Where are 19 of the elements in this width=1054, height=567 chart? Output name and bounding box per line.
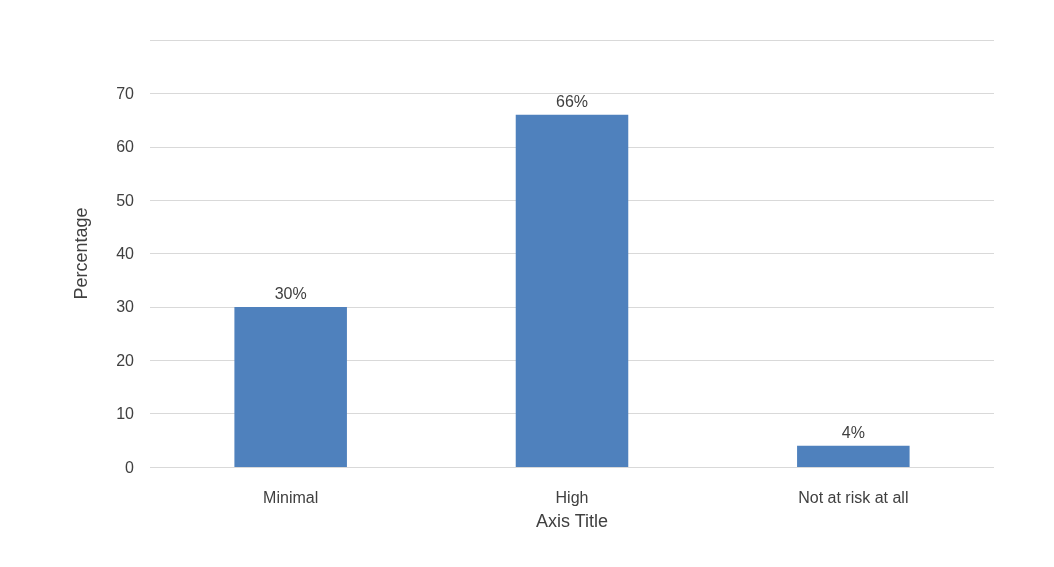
y-tick-label: 30 (116, 298, 135, 316)
y-axis-title: Percentage (71, 207, 91, 300)
y-tick-label: 0 (125, 458, 135, 476)
data-label: 4% (841, 424, 865, 442)
y-tick-label: 70 (116, 84, 135, 102)
bar (797, 445, 910, 467)
x-axis-title: Axis Title (535, 511, 609, 531)
x-tick-label: High (555, 488, 589, 506)
data-label: 30% (274, 285, 307, 303)
bar (515, 114, 629, 467)
y-tick-label: 20 (116, 351, 135, 369)
y-tick-label: 50 (116, 191, 135, 209)
y-tick-label: 60 (116, 138, 135, 156)
y-tick-label: 40 (116, 245, 135, 262)
bar (234, 306, 347, 467)
x-tick-label: Not at risk at all (798, 488, 909, 506)
y-tick-label: 10 (116, 405, 135, 423)
data-label: 66% (555, 93, 589, 111)
x-tick-label: Minimal (263, 488, 319, 506)
